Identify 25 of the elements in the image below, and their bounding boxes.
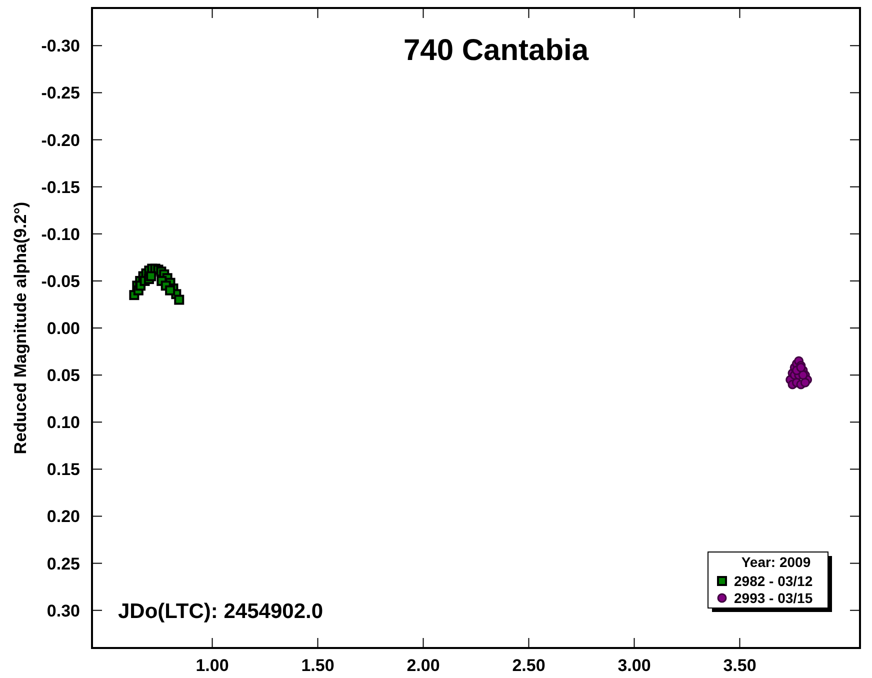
x-tick-label: 2.00 bbox=[406, 656, 440, 675]
legend-title: Year: 2009 bbox=[741, 554, 811, 570]
x-tick-label: 3.50 bbox=[723, 656, 756, 675]
x-tick-label: 2.50 bbox=[512, 656, 546, 675]
x-tick-label: 3.00 bbox=[618, 656, 651, 675]
y-tick-label: -0.25 bbox=[41, 84, 80, 103]
y-tick-label: 0.15 bbox=[46, 460, 80, 480]
y-tick-label: 0.25 bbox=[46, 554, 80, 574]
y-axis-title: Reduced Magnitude alpha(9.2°) bbox=[11, 202, 30, 454]
y-tick-label: 0.10 bbox=[46, 413, 80, 432]
legend-label: 2993 - 03/15 bbox=[734, 590, 813, 606]
text: 740 Cantabia bbox=[403, 34, 589, 67]
x-tick-label: 1.50 bbox=[301, 656, 334, 675]
y-tick-label: -0.05 bbox=[41, 272, 80, 291]
y-tick-label: 0.00 bbox=[46, 319, 80, 338]
y-tick-label: 0.20 bbox=[46, 507, 80, 526]
y-tick-label: -0.20 bbox=[41, 130, 80, 150]
y-tick-label: 0.30 bbox=[46, 601, 80, 620]
x-tick-label: 1.00 bbox=[196, 656, 229, 675]
y-tick-label: 0.05 bbox=[46, 366, 80, 386]
legend-label: 2982 - 03/12 bbox=[734, 573, 813, 589]
annotation: JDo(LTC): 2454902.0 bbox=[118, 600, 324, 623]
y-tick-label: -0.10 bbox=[41, 224, 80, 244]
y-tick-label: -0.15 bbox=[41, 178, 80, 197]
y-tick-label: -0.30 bbox=[41, 36, 80, 56]
